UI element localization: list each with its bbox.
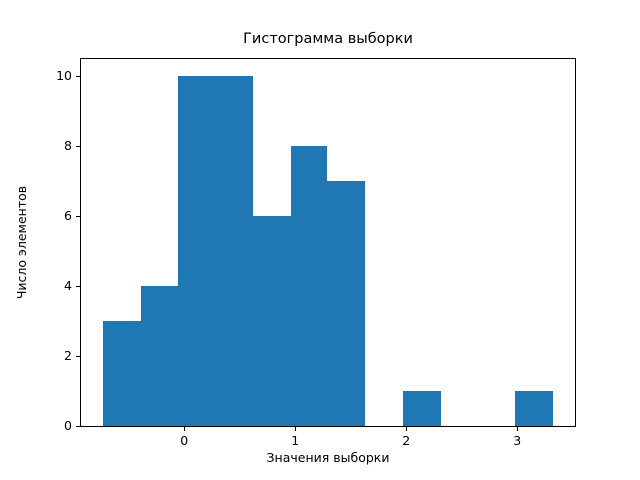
y-tick-label: 0 (64, 417, 72, 433)
histogram-bar (215, 76, 254, 426)
x-tick-label: 3 (513, 433, 522, 448)
x-tick-label: 0 (180, 433, 189, 448)
y-tick-label: 6 (64, 208, 72, 224)
chart-title: Гистограмма выборки (243, 31, 413, 47)
y-axis-label: Число элементов (14, 185, 30, 300)
histogram-bar (253, 216, 291, 426)
y-axis-label-wrap: Число элементов (12, 58, 32, 427)
x-tick-label: 2 (402, 433, 411, 448)
histogram-bar (327, 181, 366, 426)
histogram-bar (140, 286, 178, 426)
histogram-bar (290, 146, 328, 426)
x-tick-mark (295, 427, 297, 431)
y-tick-label: 2 (64, 347, 72, 363)
x-axis-label: Значения выборки (266, 450, 390, 465)
x-tick-mark (517, 427, 519, 431)
y-tick-label: 8 (64, 138, 72, 154)
histogram-bar (103, 321, 141, 426)
plot-area (80, 58, 576, 427)
x-tick-label: 1 (291, 433, 300, 448)
histogram-bar (402, 391, 441, 426)
x-tick-mark (184, 427, 186, 431)
y-tick-label: 4 (64, 277, 72, 293)
histogram-bar (177, 76, 216, 426)
y-tick-label: 10 (56, 68, 72, 84)
histogram-bar (515, 391, 553, 426)
x-tick-mark (406, 427, 408, 431)
